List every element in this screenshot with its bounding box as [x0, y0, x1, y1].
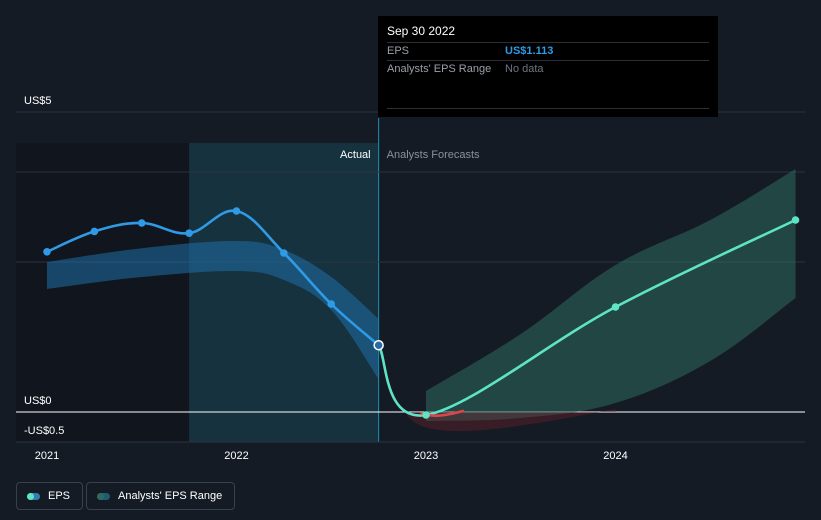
negative-region	[407, 409, 616, 432]
tooltip-eps-row: EPS US$1.113	[387, 42, 709, 61]
forecast-eps-point	[791, 216, 800, 224]
tooltip-range-value: No data	[505, 63, 544, 75]
x-tick-label: 2023	[414, 450, 438, 462]
forecast-eps-point	[422, 411, 430, 419]
forecast-eps-range	[426, 169, 796, 421]
forecast-label: Analysts Forecasts	[387, 149, 480, 161]
eps-legend-icon	[27, 492, 40, 500]
tooltip-eps-value: US$1.113	[505, 45, 554, 57]
range-legend-icon	[97, 492, 110, 500]
actual-eps-point	[280, 249, 288, 257]
y-tick-label: -US$0.5	[24, 425, 64, 437]
x-tick-label: 2022	[224, 450, 248, 462]
actual-eps-line	[45, 209, 380, 347]
actual-eps-point	[137, 219, 146, 227]
actual-eps-point	[232, 207, 241, 215]
tooltip-divider	[387, 108, 709, 109]
tooltip-eps-label: EPS	[387, 45, 410, 57]
y-tick-label: US$0	[24, 395, 52, 407]
y-tick-label: US$5	[24, 95, 52, 107]
highlight-band	[189, 143, 379, 442]
tooltip: Sep 30 2022 EPS US$1.113 Analysts' EPS R…	[378, 16, 718, 117]
legend-range[interactable]: Analysts' EPS Range	[86, 482, 236, 510]
axis-labels: US$5 US$0 -US$0.5 2021 2022 2023 2024 Actual Ana…	[24, 95, 628, 462]
actual-eps-point	[327, 300, 336, 308]
actual-eps-point	[43, 248, 51, 256]
actual-label: Actual	[340, 149, 371, 161]
forecast-eps-line	[377, 218, 797, 417]
forecast-eps-point	[611, 303, 620, 311]
legend-eps[interactable]: EPS	[16, 482, 84, 510]
tooltip-range-row: Analysts' EPS Range No data	[387, 60, 709, 79]
past-eps-range	[47, 240, 379, 379]
eps-range-bands	[47, 169, 796, 432]
tooltip-date: Sep 30 2022	[387, 24, 456, 38]
legend-eps-label: EPS	[48, 490, 71, 502]
legend-range-label: Analysts' EPS Range	[118, 490, 223, 502]
x-tick-label: 2024	[603, 450, 627, 462]
actual-eps-point	[90, 227, 99, 236]
eps-points	[43, 207, 800, 419]
pre-highlight-shade	[16, 143, 189, 442]
tooltip-range-label: Analysts' EPS Range	[387, 63, 492, 75]
x-tick-label: 2021	[35, 450, 59, 462]
actual-eps-point	[185, 229, 193, 237]
actual-eps-point	[373, 339, 384, 351]
